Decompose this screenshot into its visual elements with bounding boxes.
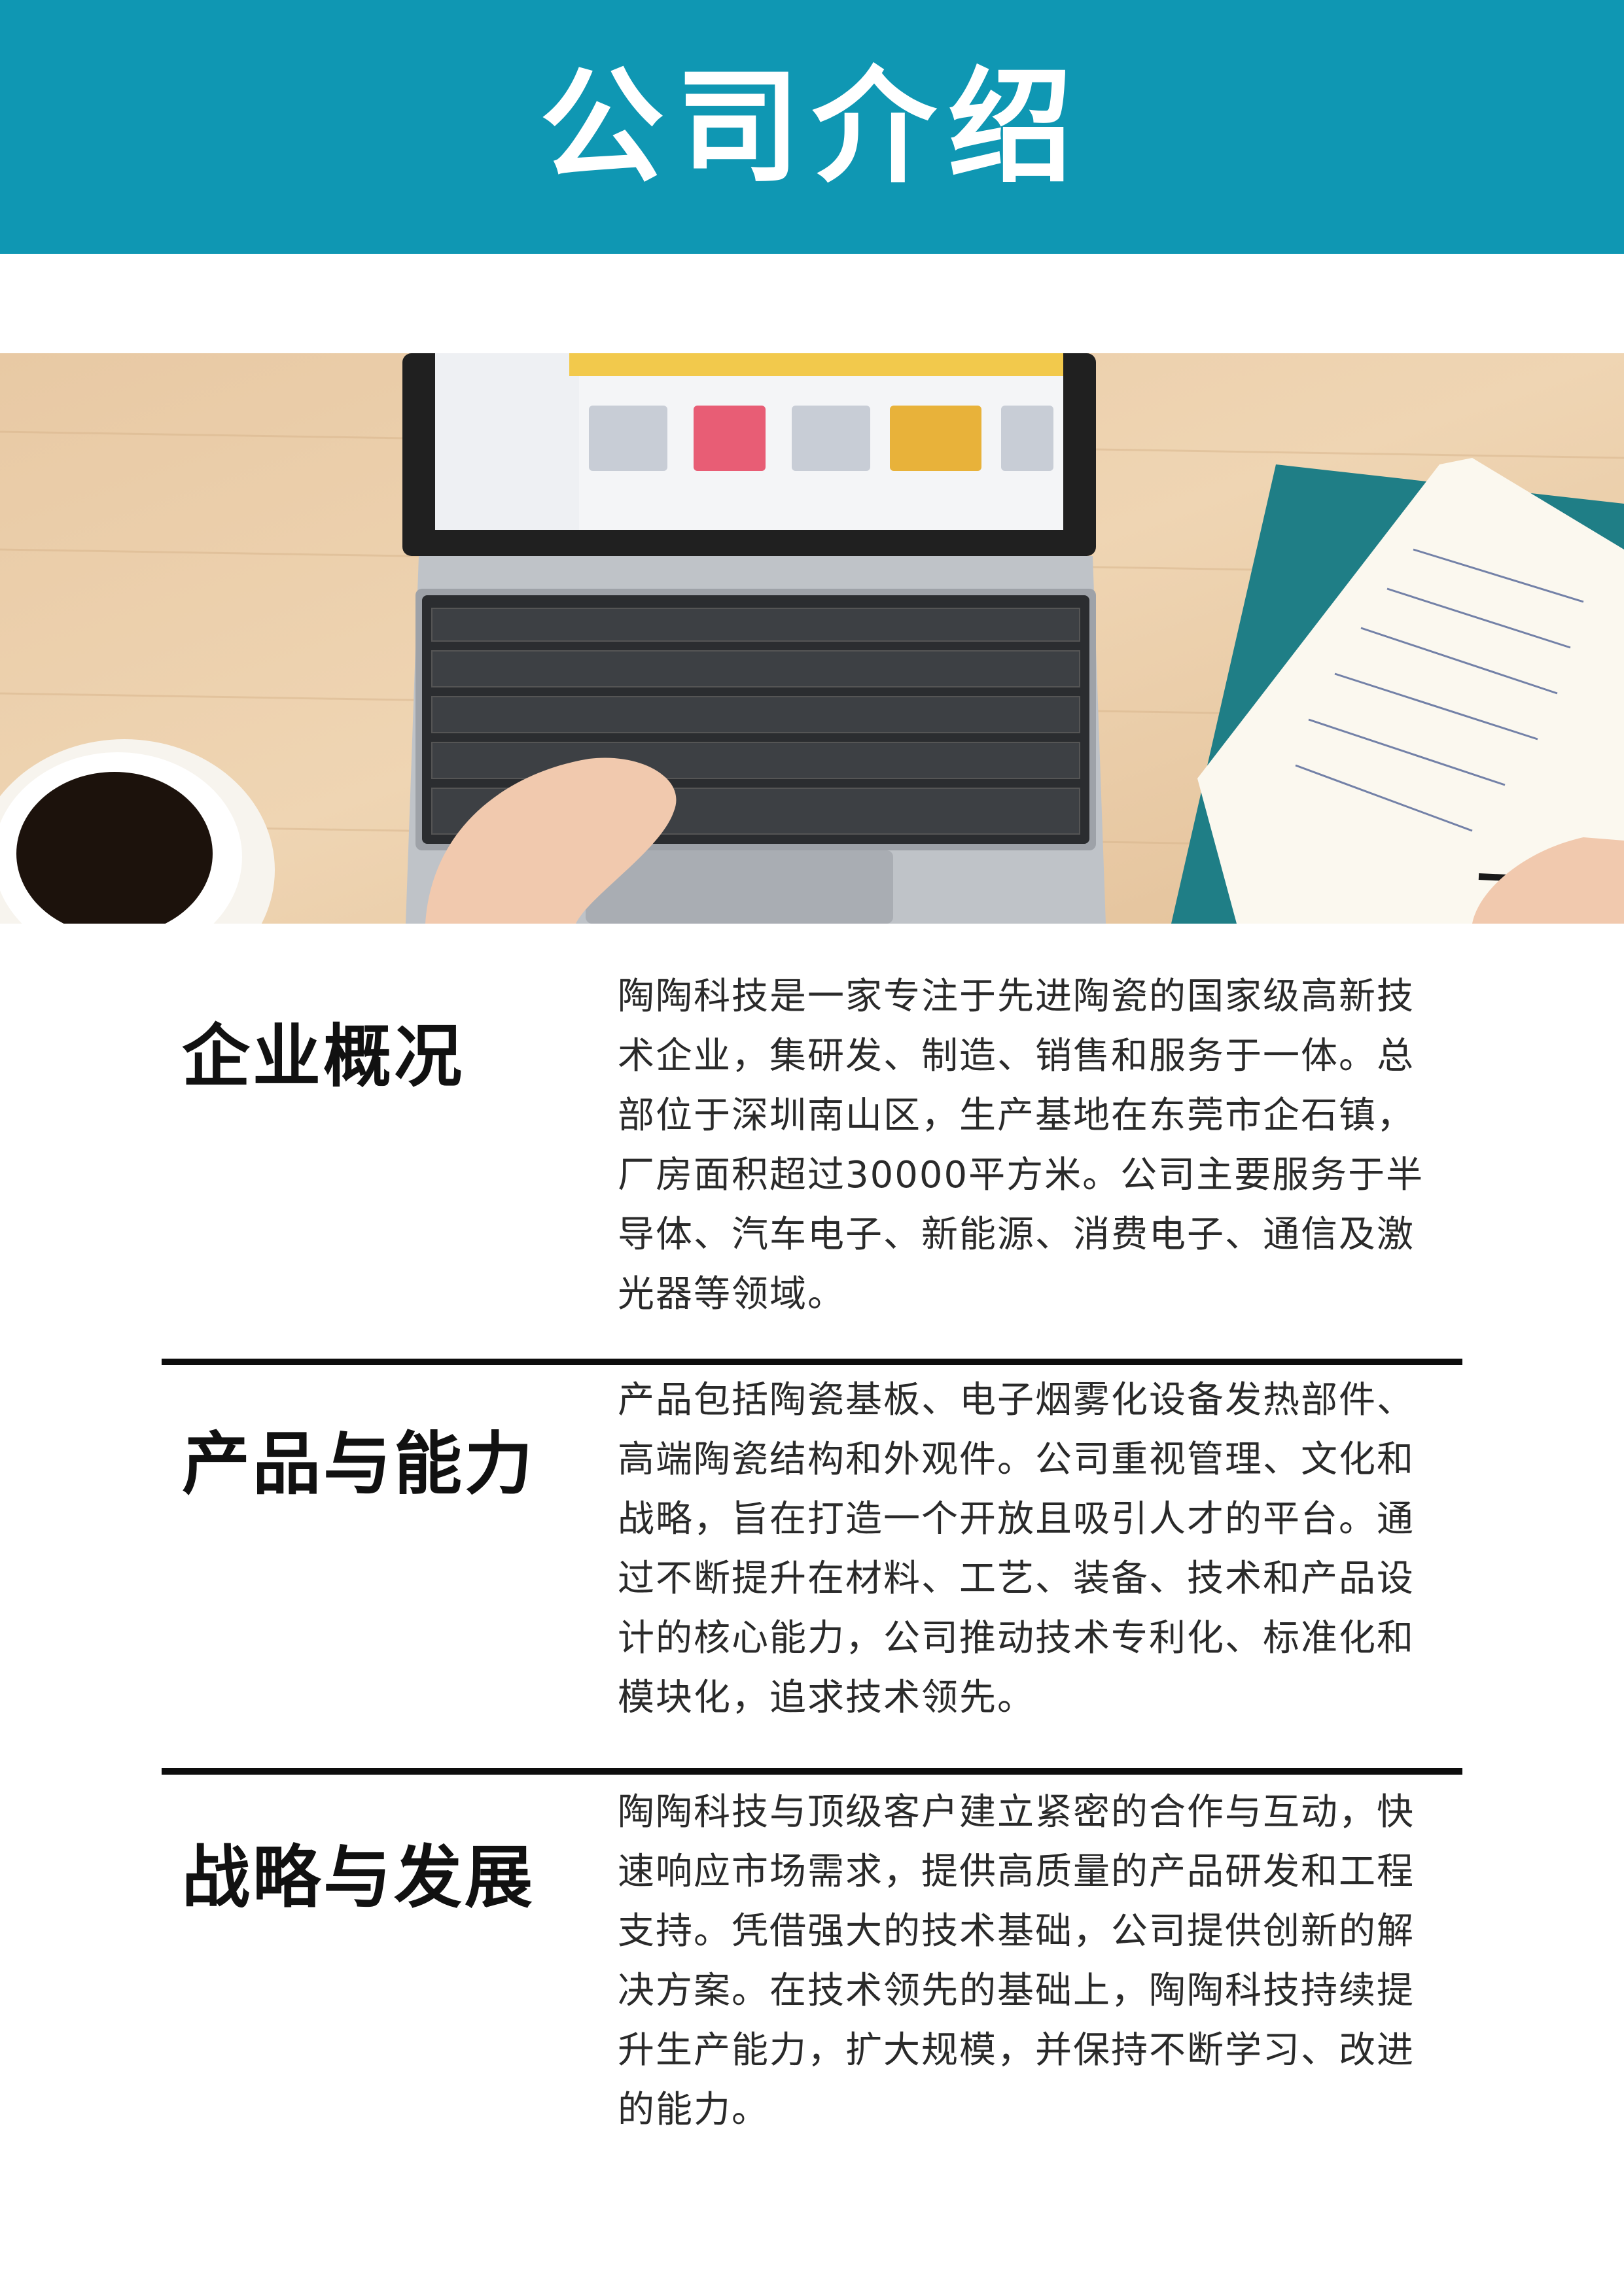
body-line: 部位于深圳南山区，生产基地在东莞市企石镇， (618, 1094, 1415, 1137)
body-line: 的能力。 (618, 2089, 769, 2131)
body-line: 光器等领域。 (618, 1273, 845, 1315)
body-line: 过不断提升在材料、工艺、装备、技术和产品设 (618, 1557, 1415, 1600)
section-divider (162, 1768, 1462, 1775)
body-line: 厂房面积超过30000平方米。公司主要服务于半 (618, 1154, 1424, 1196)
body-line: 模块化，追求技术领先。 (618, 1677, 1035, 1719)
body-line: 计的核心能力，公司推动技术专利化、标准化和 (618, 1617, 1415, 1660)
body-line: 战略，旨在打造一个开放且吸引人才的平台。通 (618, 1498, 1415, 1540)
section-heading: 企业概况 (182, 1016, 465, 1096)
body-line: 支持。凭借强大的技术基础，公司提供创新的解 (618, 1910, 1415, 1953)
laptop-desk-photo (0, 353, 1624, 924)
section-heading: 战略与发展 (182, 1837, 536, 1917)
section-body: 陶陶科技是一家专注于先进陶瓷的国家级高新技 术企业，集研发、制造、销售和服务于一… (618, 967, 1455, 1324)
body-line: 高端陶瓷结构和外观件。公司重视管理、文化和 (618, 1438, 1415, 1481)
body-line: 速响应市场需求，提供高质量的产品研发和工程 (618, 1851, 1415, 1893)
page-title: 公司介绍 (539, 54, 1084, 200)
header-banner (0, 0, 1624, 254)
section-heading: 产品与能力 (182, 1423, 536, 1504)
section-body: 陶陶科技与顶级客户建立紧密的合作与互动，快 速响应市场需求，提供高质量的产品研发… (618, 1783, 1455, 2140)
body-line: 产品包括陶瓷基板、电子烟雾化设备发热部件、 (618, 1379, 1415, 1421)
body-line: 术企业，集研发、制造、销售和服务于一体。总 (618, 1035, 1415, 1077)
body-line: 升生产能力，扩大规模，并保持不断学习、改进 (618, 2029, 1415, 2072)
body-line: 陶陶科技是一家专注于先进陶瓷的国家级高新技 (618, 975, 1415, 1018)
body-line: 决方案。在技术领先的基础上，陶陶科技持续提 (618, 1970, 1415, 2012)
section-divider (162, 1359, 1462, 1365)
body-line: 导体、汽车电子、新能源、消费电子、通信及激 (618, 1213, 1415, 1256)
section-body: 产品包括陶瓷基板、电子烟雾化设备发热部件、 高端陶瓷结构和外观件。公司重视管理、… (618, 1370, 1455, 1728)
body-line: 陶陶科技与顶级客户建立紧密的合作与互动，快 (618, 1791, 1415, 1834)
